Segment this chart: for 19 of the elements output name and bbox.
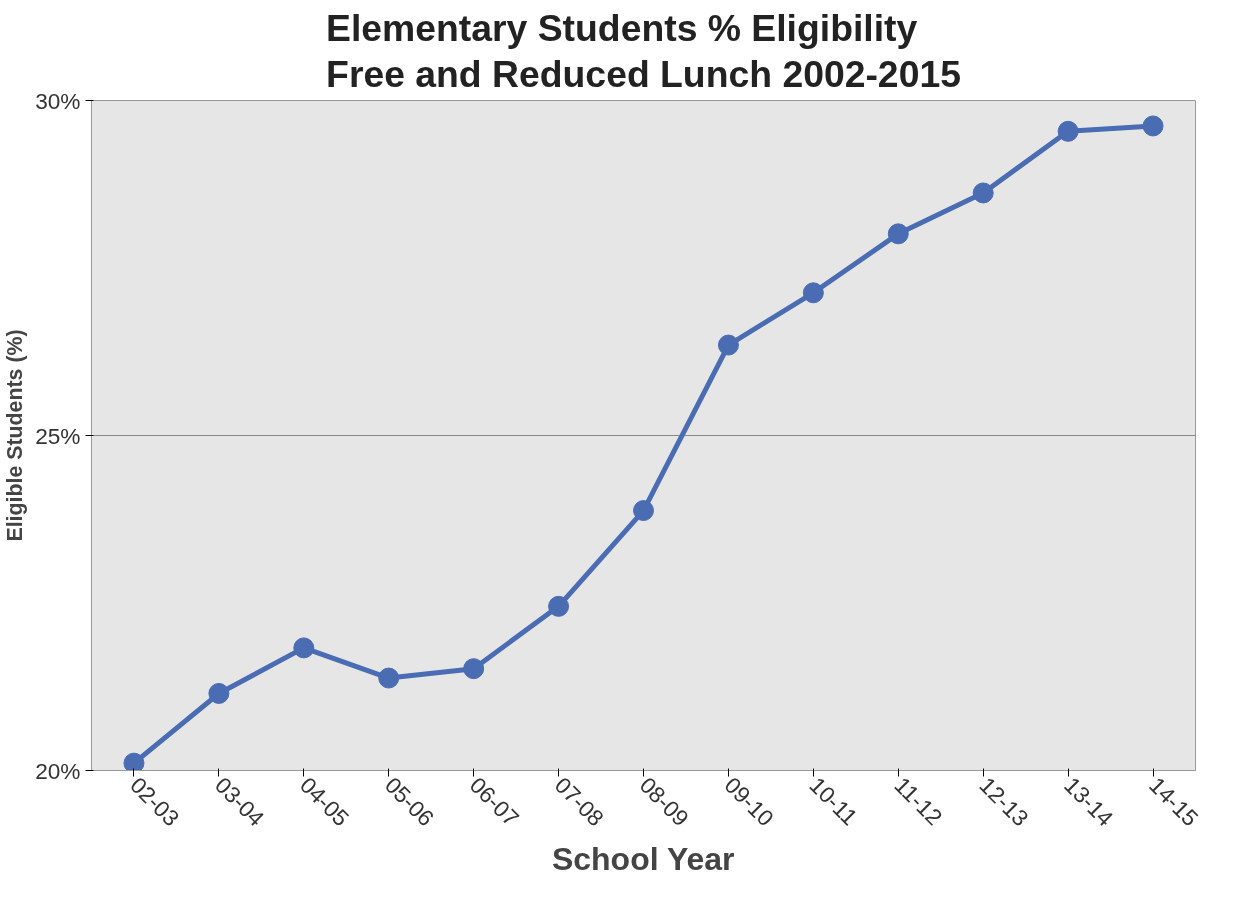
point — [1142, 115, 1164, 137]
point — [887, 223, 909, 245]
point — [548, 595, 570, 617]
y-tick-label: 20% — [35, 757, 81, 784]
point — [378, 667, 400, 689]
x-axis-title: School Year — [551, 841, 735, 878]
point — [972, 182, 994, 204]
point — [802, 282, 824, 304]
y-tick-label: 25% — [35, 422, 81, 449]
point — [1057, 120, 1079, 142]
y-tick-label: 30% — [35, 87, 81, 114]
point — [208, 682, 230, 704]
point — [463, 658, 485, 680]
point — [633, 500, 654, 522]
point — [717, 334, 739, 356]
point — [293, 637, 315, 659]
point — [123, 752, 145, 771]
chart-title: Elementary Students % Eligibility Free and Reduced Lunch 2002-2015 — [326, 7, 961, 96]
y-axis-title: Eligible Students (%) — [3, 329, 28, 542]
